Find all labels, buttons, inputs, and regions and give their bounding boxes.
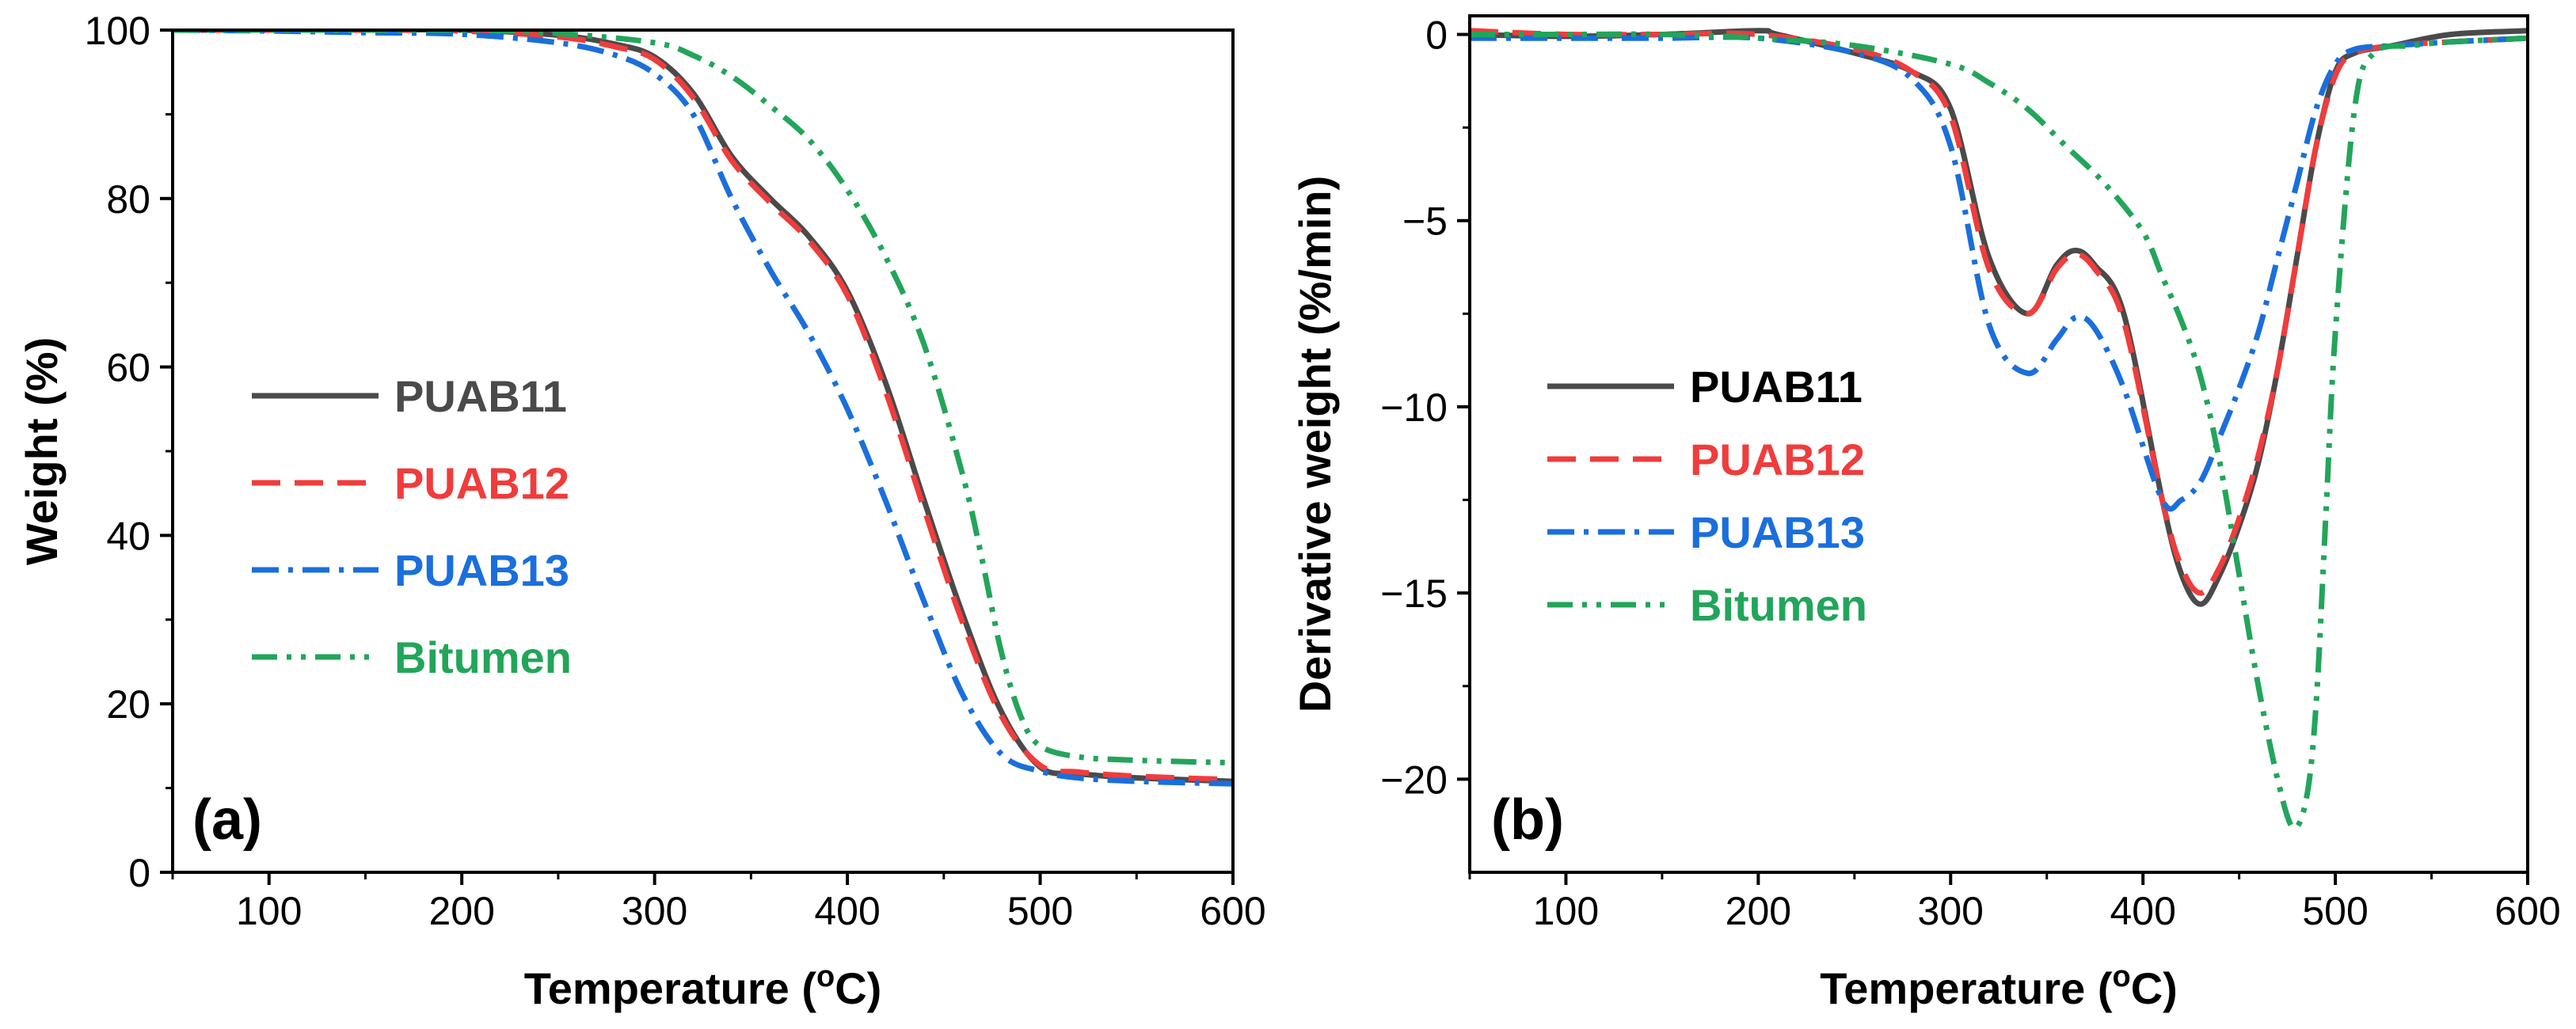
series-line-puab13 (173, 30, 1233, 787)
panel-label: (b) (1491, 788, 1564, 852)
x-axis-title: Temperature (oC) (1820, 960, 2178, 1013)
y-tick-label: 0 (128, 851, 150, 895)
x-tick-label: 600 (1200, 889, 1265, 933)
x-axis-title: Temperature (oC) (524, 960, 882, 1013)
plot-frame (1468, 14, 2529, 874)
y-tick-label: 0 (1425, 13, 1448, 58)
series-line-puab11 (1470, 28, 2528, 607)
series-line-bitumen (1470, 31, 2528, 831)
y-tick-label: −5 (1402, 199, 1448, 244)
legend-label-bitumen: Bitumen (1690, 580, 1867, 630)
y-tick-label: 60 (106, 346, 150, 390)
series-group (1470, 28, 2528, 831)
legend: PUAB11 PUAB12 PUAB13 Bitumen (252, 371, 572, 682)
legend-label-puab13: PUAB13 (394, 545, 569, 595)
chart-panel-a: 100 200 300 400 500 600 0 20 40 60 80 100 Temperatur… (17, 9, 1266, 1013)
y-tick-label: 80 (106, 177, 150, 222)
series-line-puab11 (173, 30, 1233, 784)
x-tick-label: 600 (2494, 889, 2560, 933)
legend-label-puab11: PUAB11 (1690, 362, 1863, 412)
legend: PUAB11 PUAB12 PUAB13 Bitumen (1547, 362, 1867, 630)
x-tick-label: 200 (428, 889, 494, 933)
y-axis-title: Weight (%) (17, 337, 67, 565)
y-tick-label: −10 (1380, 385, 1448, 430)
series-group (173, 30, 1233, 787)
y-tick-label: 20 (106, 682, 150, 727)
x-tick-label: 100 (1533, 889, 1599, 933)
x-tick-label: 100 (236, 889, 302, 933)
legend-label-puab12: PUAB12 (394, 458, 569, 508)
y-tick-label: −15 (1380, 571, 1448, 616)
series-line-bitumen (173, 30, 1233, 766)
plot-frame (171, 28, 1235, 874)
panel-label: (a) (192, 788, 262, 852)
chart-panel-b: 100 200 300 400 500 600 0 −5 −10 −15 −20 Temperatur… (1290, 13, 2561, 1013)
x-tick-label: 300 (622, 889, 687, 933)
x-tick-label: 400 (814, 889, 880, 933)
series-line-puab12 (1470, 28, 2528, 596)
x-tick-label: 400 (2110, 889, 2175, 933)
legend-label-puab11: PUAB11 (394, 371, 567, 421)
x-tick-label: 500 (2302, 889, 2368, 933)
legend-label-puab12: PUAB12 (1690, 435, 1865, 484)
y-tick-label: −20 (1380, 758, 1448, 802)
series-line-puab13 (1470, 34, 2528, 512)
series-line-puab12 (173, 30, 1233, 783)
legend-label-puab13: PUAB13 (1690, 507, 1865, 557)
y-axis-title: Derivative weight (%/min) (1290, 176, 1340, 712)
x-tick-label: 200 (1726, 889, 1791, 933)
y-tick-label: 40 (106, 514, 150, 558)
x-tick-label: 300 (1918, 889, 1984, 933)
y-tick-label: 100 (85, 9, 150, 53)
x-tick-label: 500 (1007, 889, 1073, 933)
legend-label-bitumen: Bitumen (394, 632, 572, 682)
